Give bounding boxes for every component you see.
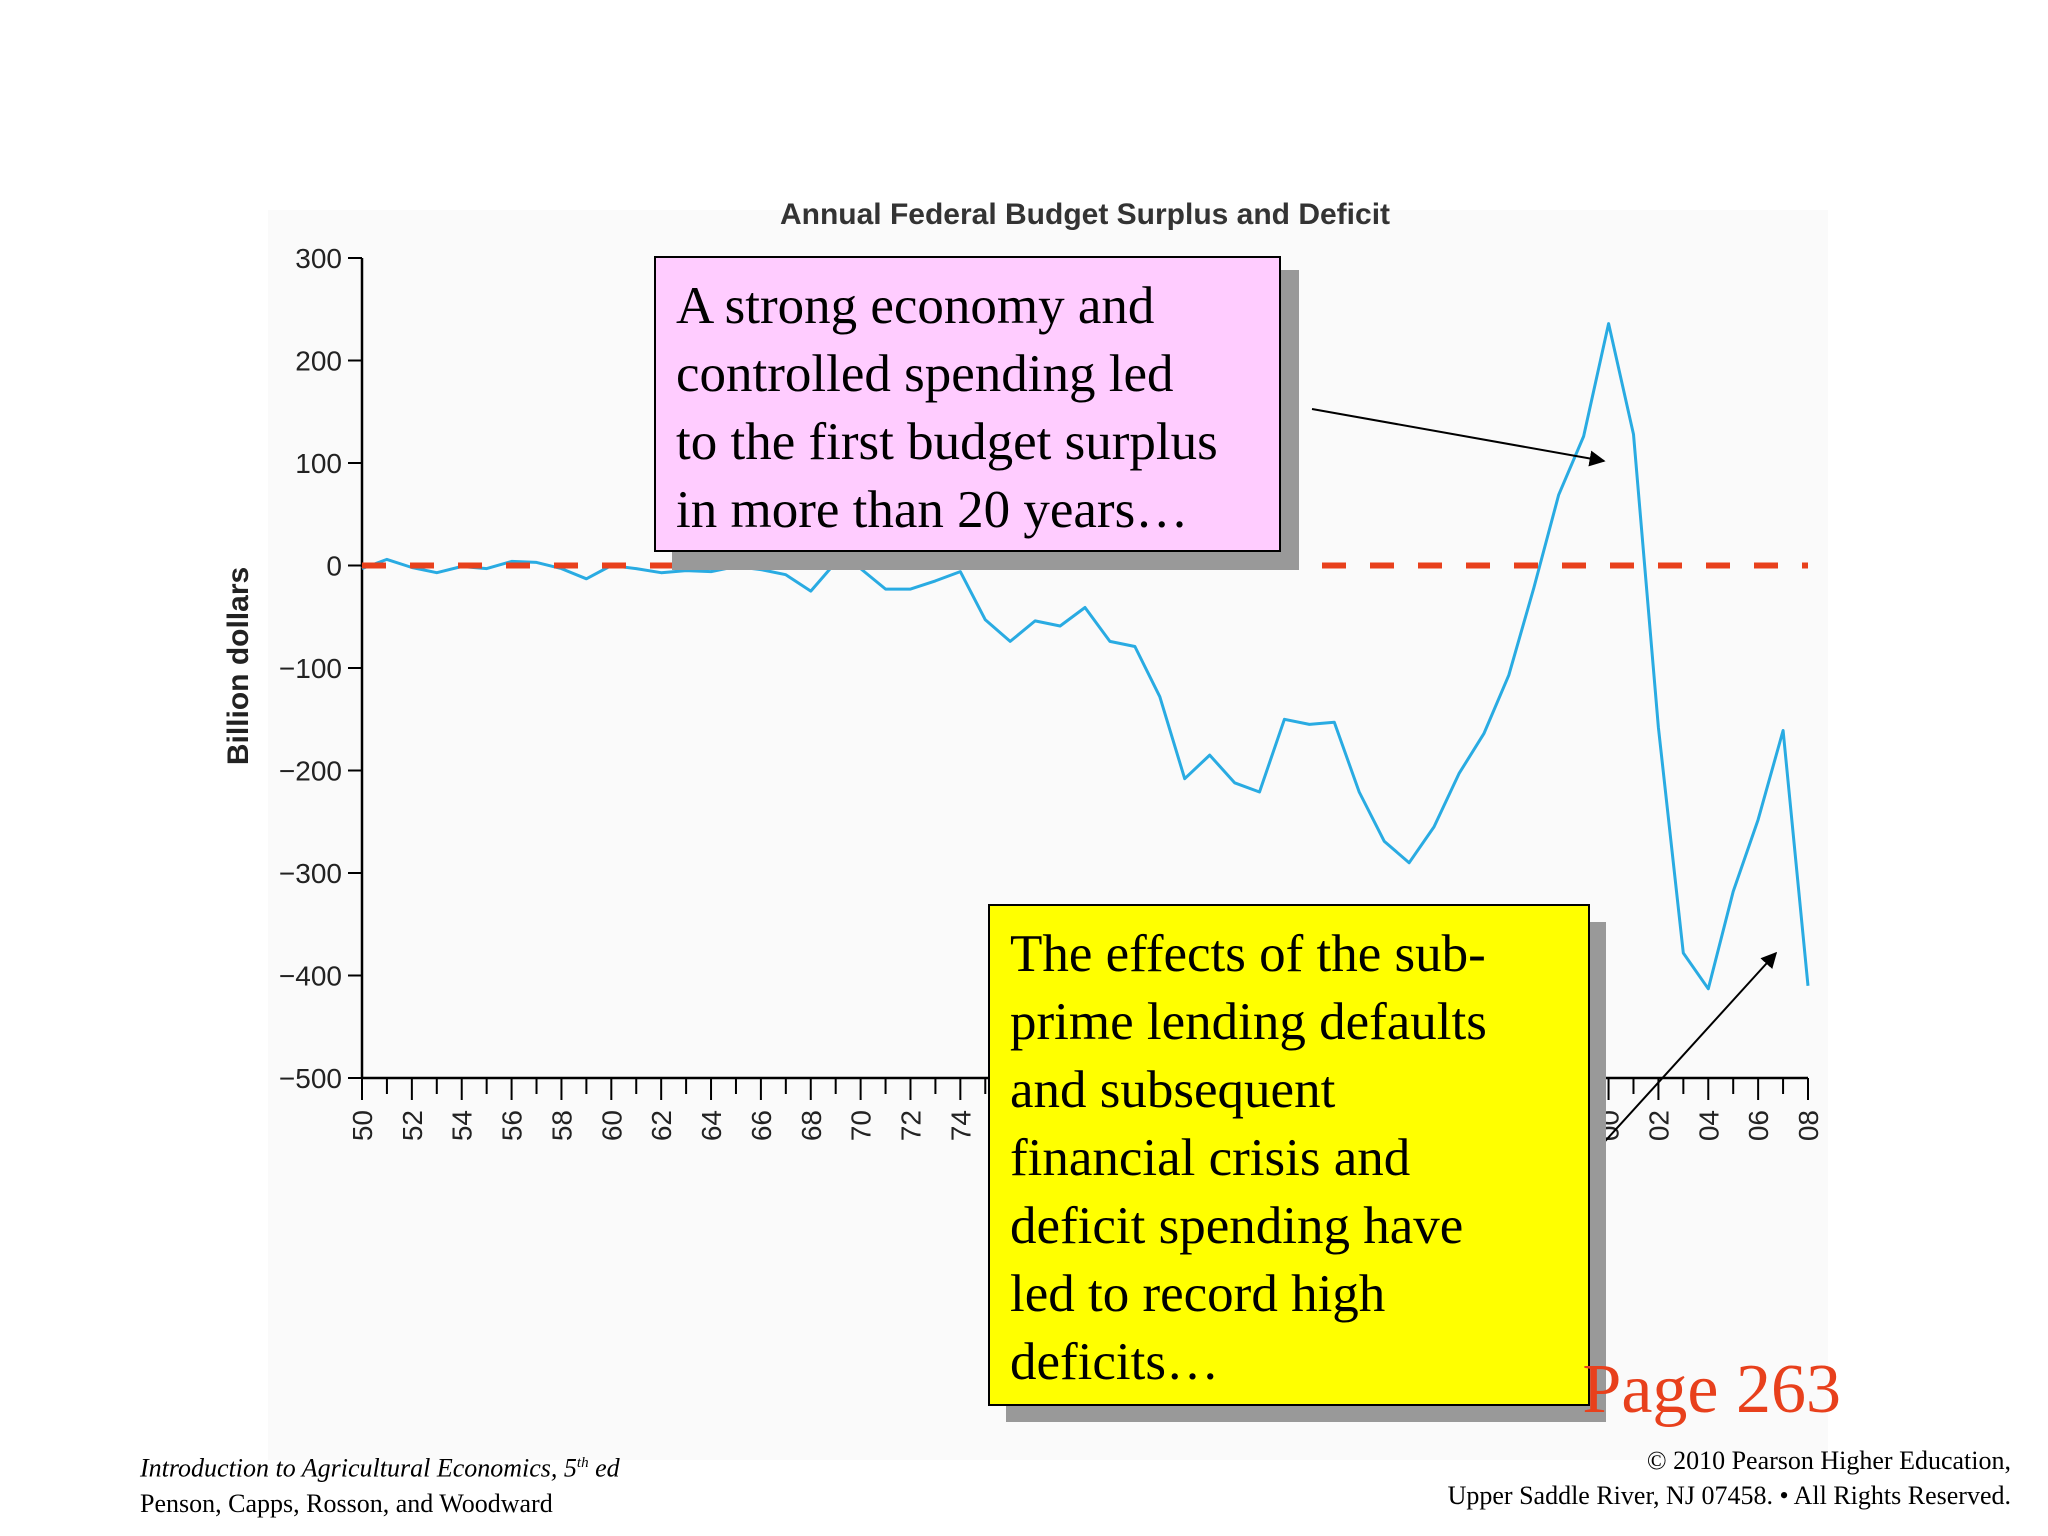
y-tick-label: −500 [279, 1063, 342, 1094]
footer-copyright: © 2010 Pearson Higher Education, Upper S… [1448, 1443, 2011, 1513]
edition-superscript: th [576, 1455, 589, 1471]
book-title: Introduction to Agricultural Economics, … [140, 1446, 620, 1486]
deficit-callout-line: financial crisis and [1010, 1129, 1411, 1187]
x-tick-label: 52 [397, 1110, 428, 1141]
book-title-text: Introduction to Agricultural Economics, … [140, 1453, 577, 1483]
x-tick-label: 50 [347, 1110, 378, 1141]
footer-book-info: Introduction to Agricultural Economics, … [140, 1446, 620, 1521]
surplus-callout-line: controlled spending led [676, 345, 1174, 403]
deficit-callout: The effects of the sub- prime lending de… [988, 904, 1590, 1406]
y-tick-label: 100 [295, 448, 342, 479]
deficit-callout-line: deficit spending have [1010, 1197, 1464, 1255]
surplus-arrow [1311, 408, 1606, 467]
y-tick-label: 0 [326, 551, 342, 582]
x-tick-label: 02 [1643, 1110, 1674, 1141]
copyright-line: © 2010 Pearson Higher Education, [1646, 1446, 2011, 1475]
y-tick-label: 200 [295, 346, 342, 377]
surplus-callout-line: A strong economy and [676, 277, 1155, 335]
surplus-callout-line: in more than 20 years… [676, 481, 1189, 539]
deficit-callout-line: The effects of the sub- [1010, 925, 1486, 983]
x-tick-label: 08 [1793, 1110, 1824, 1141]
y-axis-label: Billion dollars [222, 567, 255, 765]
x-tick-label: 70 [846, 1110, 877, 1141]
deficit-callout-line: and subsequent [1010, 1061, 1336, 1119]
x-tick-label: 54 [447, 1110, 478, 1141]
x-tick-label: 04 [1693, 1110, 1724, 1141]
annotation-arrows [1311, 408, 1778, 1161]
x-tick-label: 06 [1743, 1110, 1774, 1141]
book-authors: Penson, Capps, Rosson, and Woodward [140, 1488, 553, 1518]
y-tick-label: 300 [295, 243, 342, 274]
x-tick-label: 64 [696, 1110, 727, 1141]
surplus-callout: A strong economy and controlled spending… [654, 256, 1281, 552]
y-tick-label: −100 [279, 653, 342, 684]
x-tick-label: 62 [646, 1110, 677, 1141]
x-tick-label: 60 [596, 1110, 627, 1141]
edition-suffix: ed [588, 1453, 620, 1483]
page-number: Page 263 [1582, 1351, 1841, 1428]
chart-title: Annual Federal Budget Surplus and Defici… [780, 198, 1390, 231]
deficit-callout-line: led to record high [1010, 1265, 1386, 1323]
deficit-arrow [1587, 951, 1778, 1161]
x-tick-label: 58 [546, 1110, 577, 1141]
publisher-address: Upper Saddle River, NJ 07458. • All Righ… [1447, 1481, 2011, 1510]
y-tick-label: −300 [279, 858, 342, 889]
x-tick-label: 66 [746, 1110, 777, 1141]
deficit-callout-line: prime lending defaults [1010, 993, 1487, 1051]
x-tick-label: 68 [796, 1110, 827, 1141]
budget-balance-line [361, 322, 1810, 991]
y-ticks: 300 200 100 0 −100 −200 −300 −400 −500 [279, 243, 362, 1094]
y-tick-label: −400 [279, 961, 342, 992]
surplus-callout-line: to the first budget surplus [676, 413, 1218, 471]
x-tick-label: 72 [895, 1110, 926, 1141]
x-tick-label: 74 [945, 1110, 976, 1141]
x-tick-label: 56 [497, 1110, 528, 1141]
deficit-callout-line: deficits… [1010, 1333, 1219, 1391]
y-tick-label: −200 [279, 756, 342, 787]
